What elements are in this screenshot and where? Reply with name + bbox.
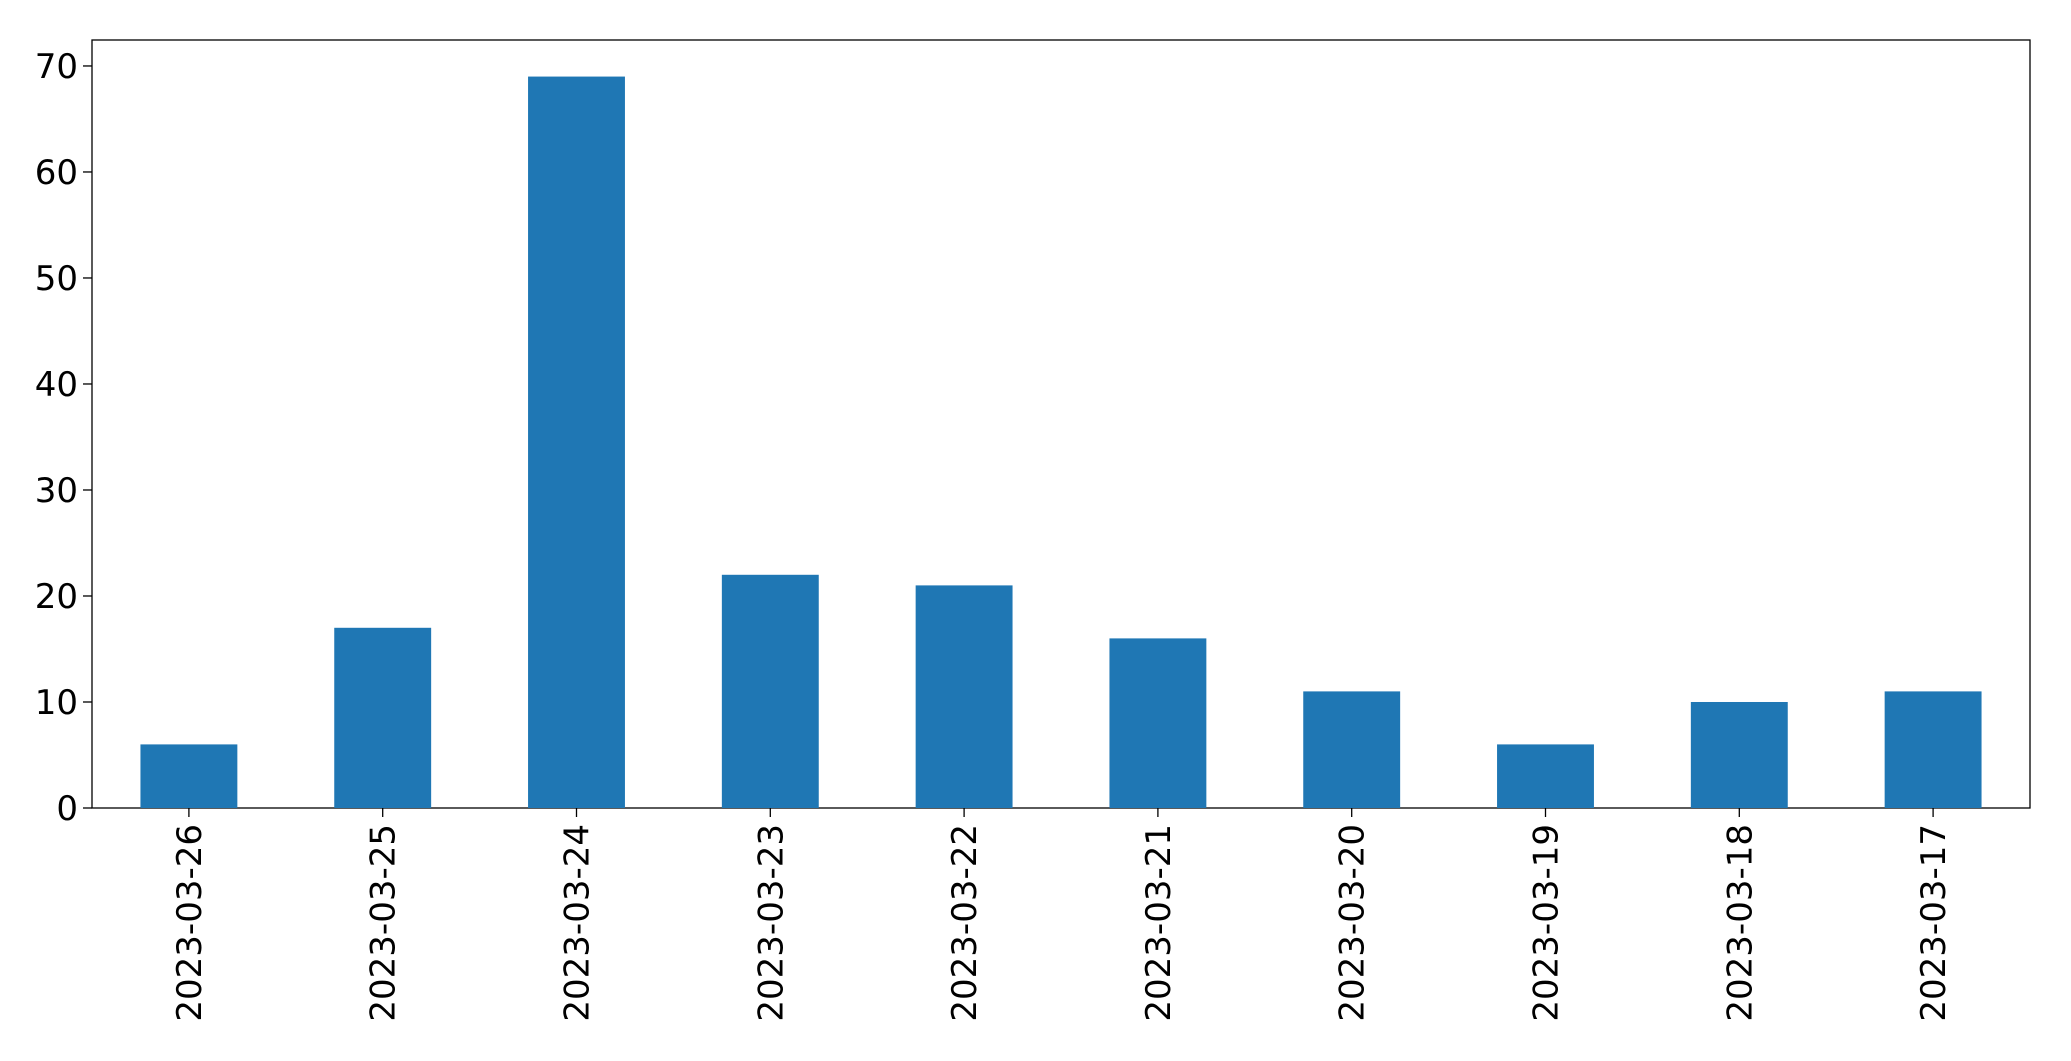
y-tick-label: 10 [35, 683, 78, 723]
x-tick-label: 2023-03-26 [170, 824, 210, 1022]
x-tick-label: 2023-03-17 [1914, 824, 1954, 1022]
y-tick-label: 50 [35, 259, 78, 299]
x-tick-label: 2023-03-23 [751, 824, 791, 1022]
bar [915, 585, 1013, 808]
bar [334, 627, 432, 808]
y-tick-label: 40 [35, 365, 78, 405]
x-tick-label: 2023-03-19 [1527, 824, 1567, 1022]
y-tick-label: 30 [35, 471, 78, 511]
bar [1690, 701, 1788, 808]
x-tick-label: 2023-03-18 [1720, 824, 1760, 1022]
x-tick-label: 2023-03-24 [558, 824, 598, 1022]
x-tick-label: 2023-03-21 [1139, 824, 1179, 1022]
x-tick-label: 2023-03-22 [945, 824, 985, 1022]
bar [1497, 744, 1594, 808]
y-tick-label: 20 [35, 577, 78, 617]
bar [1884, 691, 1982, 808]
bar [1303, 691, 1401, 808]
bar [1109, 638, 1207, 808]
x-tick-label: 2023-03-20 [1333, 824, 1373, 1022]
x-tick-label: 2023-03-25 [364, 824, 404, 1022]
y-tick-label: 0 [56, 789, 78, 829]
plot-frame [91, 39, 2031, 809]
bar [721, 574, 819, 808]
y-tick-label: 70 [35, 47, 78, 87]
bar [140, 744, 238, 808]
y-tick-label: 60 [35, 153, 78, 193]
bar [528, 76, 625, 809]
